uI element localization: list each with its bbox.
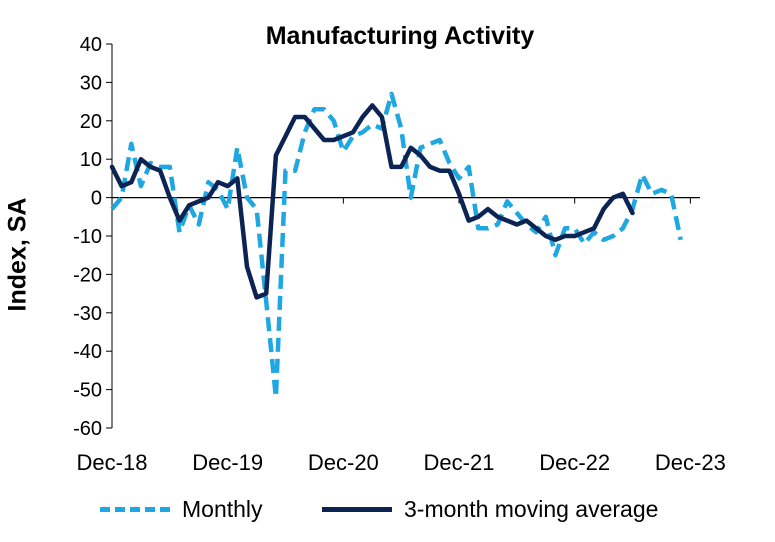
- x-tick-label: Dec-20: [308, 450, 379, 475]
- y-tick-label: -60: [73, 418, 102, 440]
- legend-label-monthly: Monthly: [182, 496, 263, 522]
- y-tick-label: 20: [80, 111, 102, 133]
- series-layer: [109, 91, 683, 400]
- y-tick-label: 0: [91, 188, 102, 210]
- y-tick-label: 40: [80, 34, 102, 56]
- series-line-monthly: [110, 91, 683, 400]
- legend-label-moving-average: 3-month moving average: [404, 496, 659, 522]
- y-tick-label: 30: [80, 72, 102, 94]
- legend: Monthly 3-month moving average: [0, 496, 775, 532]
- legend-item-monthly: Monthly: [100, 496, 263, 523]
- series-line-moving-average: [109, 103, 635, 300]
- legend-swatch-monthly: [100, 507, 170, 512]
- legend-item-moving-average: 3-month moving average: [322, 496, 658, 523]
- legend-swatch-moving-average: [322, 507, 392, 512]
- x-tick-label: Dec-23: [655, 450, 726, 475]
- y-tick-label: -50: [73, 380, 102, 402]
- axes: 40 30 20 10 0 -10 -20 -30 -40 -50 -60 Dec-18 Dec-19 D…: [73, 34, 726, 475]
- y-tick-label: 10: [80, 149, 102, 171]
- x-tick-label: Dec-18: [77, 450, 148, 475]
- y-axis-title: Index, SA: [3, 197, 32, 312]
- x-tick-label: Dec-22: [539, 450, 610, 475]
- y-tick-label: -30: [73, 303, 102, 325]
- y-tick-label: -20: [73, 264, 102, 286]
- chart-title: Manufacturing Activity: [265, 22, 535, 50]
- x-tick-label: Dec-21: [424, 450, 495, 475]
- x-tick-label: Dec-19: [192, 450, 263, 475]
- y-tick-label: -40: [73, 341, 102, 363]
- y-tick-label: -10: [73, 226, 102, 248]
